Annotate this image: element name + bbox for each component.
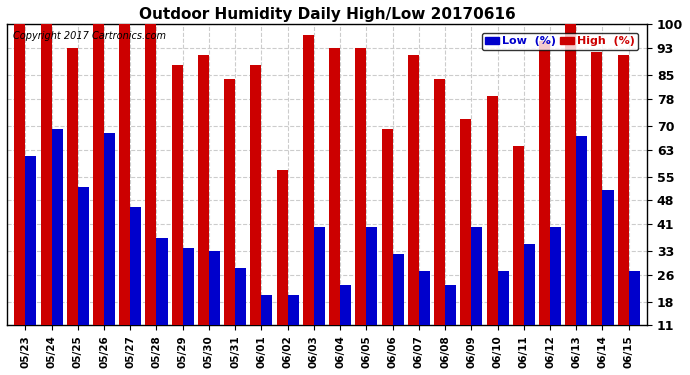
Bar — [224, 79, 235, 363]
Bar — [329, 48, 340, 363]
Bar — [119, 24, 130, 363]
Bar — [539, 41, 550, 363]
Bar — [445, 285, 456, 363]
Bar — [235, 268, 246, 363]
Bar — [382, 129, 393, 363]
Bar — [576, 136, 587, 363]
Bar — [183, 248, 194, 363]
Bar — [314, 227, 325, 363]
Bar — [288, 295, 299, 363]
Bar — [104, 133, 115, 363]
Bar — [157, 237, 168, 363]
Legend: Low  (%), High  (%): Low (%), High (%) — [482, 33, 638, 50]
Bar — [393, 255, 404, 363]
Bar — [262, 295, 273, 363]
Bar — [497, 272, 509, 363]
Title: Outdoor Humidity Daily High/Low 20170616: Outdoor Humidity Daily High/Low 20170616 — [139, 7, 515, 22]
Bar — [52, 129, 63, 363]
Bar — [565, 24, 576, 363]
Bar — [198, 55, 209, 363]
Bar — [618, 55, 629, 363]
Bar — [629, 272, 640, 363]
Bar — [209, 251, 220, 363]
Bar — [130, 207, 141, 363]
Bar — [67, 48, 78, 363]
Bar — [408, 55, 419, 363]
Bar — [277, 170, 288, 363]
Bar — [93, 24, 104, 363]
Bar — [460, 119, 471, 363]
Bar — [78, 187, 89, 363]
Bar — [366, 227, 377, 363]
Bar — [486, 96, 497, 363]
Bar — [41, 24, 52, 363]
Text: Copyright 2017 Cartronics.com: Copyright 2017 Cartronics.com — [13, 30, 166, 40]
Bar — [524, 244, 535, 363]
Bar — [303, 34, 314, 363]
Bar — [146, 24, 157, 363]
Bar — [355, 48, 366, 363]
Bar — [550, 227, 561, 363]
Bar — [26, 156, 37, 363]
Bar — [591, 51, 602, 363]
Bar — [602, 190, 613, 363]
Bar — [172, 65, 183, 363]
Bar — [434, 79, 445, 363]
Bar — [513, 146, 524, 363]
Bar — [340, 285, 351, 363]
Bar — [250, 65, 262, 363]
Bar — [14, 24, 26, 363]
Bar — [471, 227, 482, 363]
Bar — [419, 272, 430, 363]
